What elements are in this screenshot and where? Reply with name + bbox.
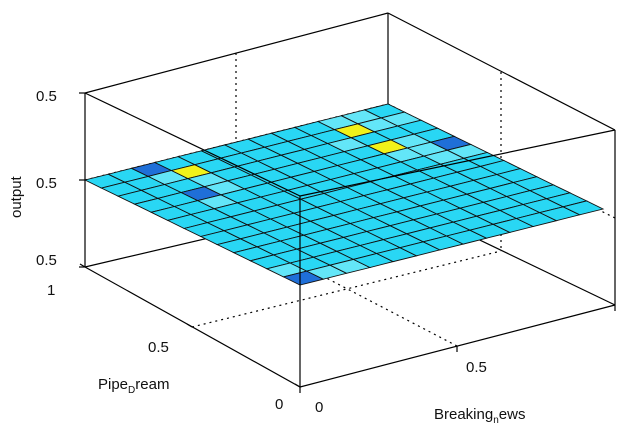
box-edge-front-top-left xyxy=(84,92,301,197)
y-axis-label: PipeDream xyxy=(98,376,169,396)
box-edge-front-bottom-left xyxy=(84,266,301,388)
axes-box-front xyxy=(79,92,616,393)
axis-tick-4 xyxy=(186,323,193,328)
box-edge-top-back-right xyxy=(387,12,616,131)
z-tick-top: 0.5 xyxy=(36,88,57,105)
y-tick-0-5: 0.5 xyxy=(148,339,169,356)
x-axis-label-sub: n xyxy=(493,415,499,426)
y-axis-label-rest: ream xyxy=(135,376,169,393)
axis-tick-3 xyxy=(79,263,86,268)
y-tick-1: 1 xyxy=(47,282,55,299)
x-axis-label-rest: ews xyxy=(499,406,526,423)
x-axis-label-main: Breaking xyxy=(434,406,493,423)
z-tick-mid: 0.5 xyxy=(36,175,57,192)
x-axis-label: Breakingnews xyxy=(434,406,525,426)
y-axis-label-main: Pipe xyxy=(98,376,128,393)
x-tick-0-5: 0.5 xyxy=(466,359,487,376)
grid-line-floor-y xyxy=(191,250,502,328)
surface-cell xyxy=(561,200,605,216)
x-tick-0: 0 xyxy=(315,399,323,416)
surface-mesh xyxy=(83,103,605,286)
box-edge-front-top-right xyxy=(299,129,616,197)
z-tick-bottom: 0.5 xyxy=(36,252,57,269)
axis-tick-5 xyxy=(294,383,301,388)
z-axis-label: output xyxy=(8,175,25,218)
y-tick-0: 0 xyxy=(275,396,283,413)
y-axis-label-sub: D xyxy=(128,385,135,396)
